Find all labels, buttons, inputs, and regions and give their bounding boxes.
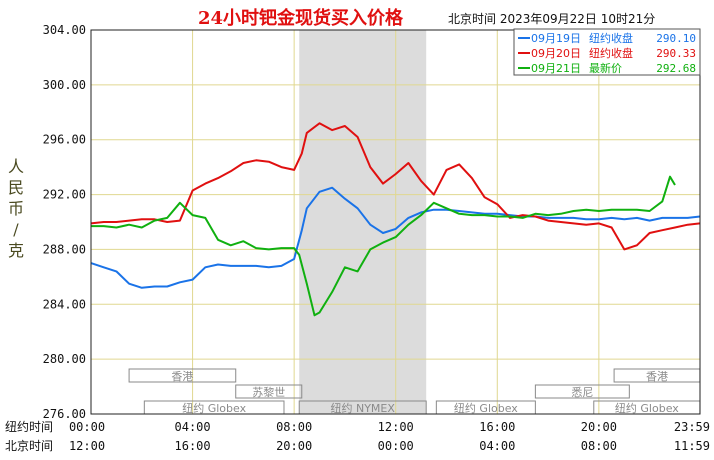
x-tick-ny-1: 04:00	[175, 420, 211, 434]
y-axis-label: 人民币/克	[8, 157, 24, 260]
chart-subtitle: 北京时间 2023年09月22日 10时21分	[448, 12, 655, 26]
x-tick-bj-4: 04:00	[479, 439, 515, 453]
x-tick-bj-6: 11:59	[674, 439, 710, 453]
session-box-frame	[534, 384, 630, 399]
y-tick-label-5: 296.00	[43, 133, 86, 147]
session-label: 纽约 NYMEX	[330, 401, 395, 415]
session-label: 香港	[646, 370, 668, 383]
session-label: 苏黎世	[252, 385, 285, 399]
x-row-ny-label: 纽约时间	[5, 419, 53, 434]
legend-value-2: 292.68	[656, 62, 696, 75]
session-label: 纽约 Globex	[182, 401, 246, 415]
series-line-1	[90, 122, 701, 251]
session-label: 纽约 Globex	[615, 401, 679, 415]
y-tick-label-7: 304.00	[43, 23, 86, 37]
chart-title: 24小时钯金现货买入价格	[198, 7, 404, 29]
y-tick-label-6: 300.00	[43, 78, 86, 92]
x-tick-bj-2: 20:00	[276, 439, 312, 453]
y-tick-label-1: 280.00	[43, 352, 86, 366]
legend-date-2: 09月21日	[531, 62, 581, 75]
x-tick-ny-4: 16:00	[479, 420, 515, 434]
legend-value-0: 290.10	[656, 32, 696, 45]
x-tick-ny-6: 23:59	[674, 420, 710, 434]
legend-label-2: 最新价	[589, 61, 622, 75]
session-label: 香港	[171, 370, 193, 383]
x-tick-ny-2: 08:00	[276, 420, 312, 434]
y-tick-label-4: 292.00	[43, 188, 86, 202]
x-tick-bj-3: 00:00	[378, 439, 414, 453]
y-tick-label-2: 284.00	[43, 297, 86, 311]
x-tick-bj-5: 08:00	[581, 439, 617, 453]
x-tick-ny-3: 12:00	[378, 420, 414, 434]
x-tick-ny-0: 00:00	[69, 420, 105, 434]
nymex-session-band	[299, 30, 427, 414]
session-label: 纽约 Globex	[454, 401, 518, 415]
series-line-0	[90, 186, 701, 289]
y-tick-label-3: 288.00	[43, 242, 86, 256]
session-box-mid_row-1: 悉尼	[534, 384, 630, 399]
plot-border	[90, 29, 701, 415]
x-tick-ny-5: 20:00	[581, 420, 617, 434]
x-tick-bj-1: 16:00	[175, 439, 211, 453]
legend-value-1: 290.33	[656, 47, 696, 60]
legend-label-1: 纽约收盘	[589, 46, 633, 60]
legend-date-1: 09月20日	[531, 47, 581, 60]
legend-date-0: 09月19日	[531, 32, 581, 45]
x-row-bj-label: 北京时间	[5, 439, 53, 453]
y-tick-label-0: 276.00	[43, 407, 86, 421]
legend-label-0: 纽约收盘	[589, 31, 633, 45]
session-box-top_row-0: 香港	[128, 368, 237, 383]
session-label: 悉尼	[571, 386, 593, 399]
session-box-frame	[128, 368, 237, 383]
x-tick-bj-0: 12:00	[69, 439, 105, 453]
legend-box	[513, 28, 701, 76]
session-box-mid_row-0: 苏黎世	[235, 384, 303, 399]
series-line-2	[91, 175, 676, 317]
session-box-frame	[235, 384, 303, 399]
